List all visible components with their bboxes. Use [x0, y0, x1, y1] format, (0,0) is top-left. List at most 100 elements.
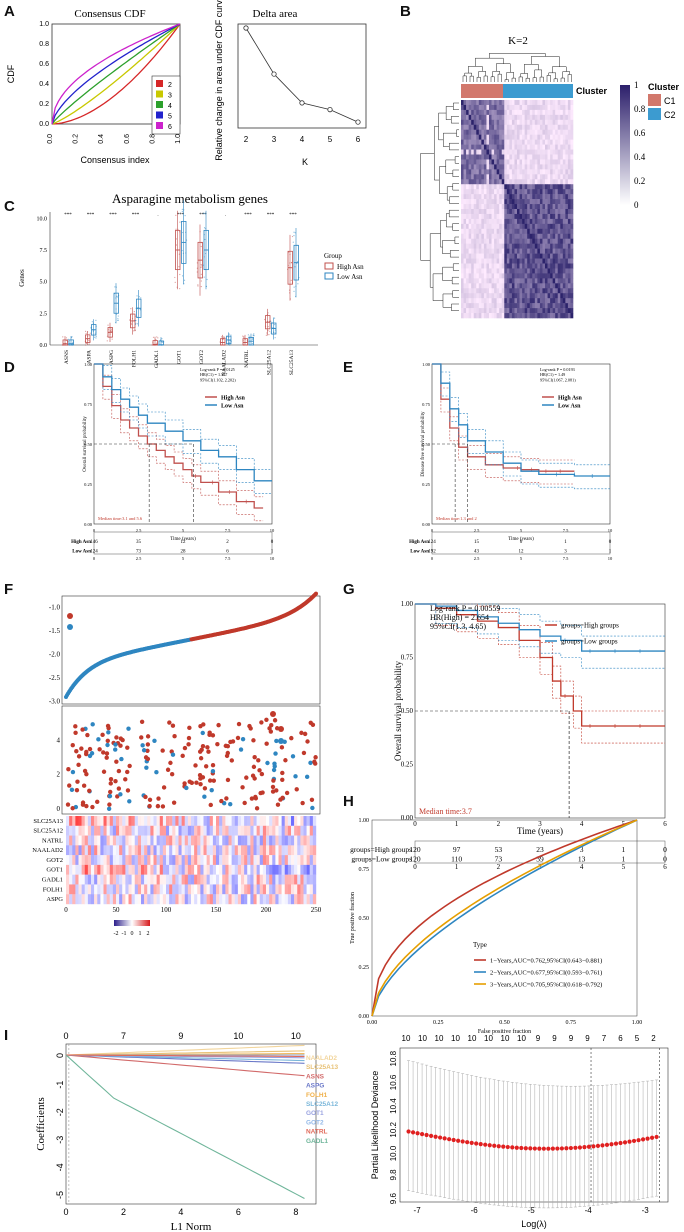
km-xtick: 0 — [413, 820, 417, 828]
time-ytick: 0 — [57, 805, 61, 813]
roc-ytick: 1.00 — [359, 818, 370, 824]
cdf-legend-swatch — [156, 111, 163, 119]
cv-xtick: -7 — [414, 1206, 422, 1215]
box-ytick: 5.0 — [40, 280, 48, 286]
box-ytick: 10.0 — [37, 216, 48, 222]
cv-point — [564, 1146, 569, 1151]
risk-count: 97 — [453, 845, 461, 854]
km-ytick: 0.00 — [84, 522, 93, 527]
asparagine-boxplot: Asparagine metabolism genes 0.0 2.5 5.0 7.5… — [18, 191, 364, 376]
cdf-xtick: 0.0 — [47, 134, 54, 144]
km-xlabel: Time (years) — [170, 537, 196, 542]
cv-point — [460, 1139, 465, 1144]
zscore-tick: 1 — [139, 931, 142, 937]
colorbar-tick: 1 — [634, 80, 639, 90]
cv-top-tick: 10 — [501, 1034, 510, 1043]
lasso-xtick: 6 — [236, 1207, 241, 1217]
cluster-bar-label: Cluster — [576, 86, 608, 96]
heat-xtick: 100 — [161, 906, 172, 914]
cv-point — [451, 1137, 456, 1143]
cv-point — [505, 1144, 510, 1150]
roc-xlabel: False positive fraction — [478, 1028, 531, 1035]
cdf-legend-label: 5 — [168, 114, 172, 121]
cdf-curve-k4 — [51, 23, 181, 125]
cdf-ytick: 0.8 — [39, 41, 49, 48]
legend-dot-high-risk — [67, 613, 73, 619]
risk-count: 12 — [519, 549, 525, 554]
cv-point — [555, 1146, 560, 1151]
cdf-legend-swatch — [156, 122, 163, 129]
lasso-top-tick: 10 — [291, 1031, 301, 1041]
heat-xtick: 200 — [261, 906, 272, 914]
cv-point — [419, 1132, 425, 1137]
heat-gene-label: SLC25A13 — [33, 818, 63, 825]
cv-ytick: 10.2 — [389, 1121, 398, 1137]
risk-ytick: -2.5 — [49, 674, 61, 682]
cdf-legend-label: 3 — [168, 93, 172, 100]
cv-ytick: 9.8 — [389, 1169, 398, 1181]
box-high — [152, 340, 158, 346]
risk-row-label: groups=Low groups — [351, 854, 412, 863]
risk-count: 120 — [409, 854, 421, 863]
cv-top-tick: 10 — [435, 1034, 444, 1043]
lasso-ytick: -5 — [55, 1191, 65, 1199]
legend-swatch-c2 — [648, 108, 661, 120]
heat-gene-label: GADL1 — [42, 877, 63, 884]
delta-area-ylabel: Relative change in area under CDF curve — [214, 0, 224, 161]
km-xtick: 7.5 — [225, 528, 231, 533]
cv-top-tick: 10 — [468, 1034, 477, 1043]
cdf-legend-label: 4 — [168, 103, 172, 110]
roc-xtick: 0.50 — [499, 1020, 510, 1026]
time-roc-chart: 0.00 0.25 0.50 0.75 1.00 0.00 0.25 0.50 0.75 1.00… — [349, 818, 642, 1035]
consensus-cdf-frame — [51, 23, 181, 125]
risk-xtick: 6 — [663, 863, 667, 871]
cv-point — [438, 1135, 443, 1140]
box-category: GOT2 — [199, 350, 205, 364]
cv-point — [442, 1136, 447, 1141]
risk-count: 6 — [520, 540, 523, 545]
cdf-ytick: 0.4 — [39, 81, 49, 88]
roc-xtick: 0.25 — [433, 1020, 444, 1026]
km-ytick: 0.25 — [401, 761, 414, 769]
km-xtick: 1 — [455, 820, 459, 828]
cv-ytick: 9.6 — [389, 1193, 398, 1205]
risk-xtick: 7.5 — [225, 556, 231, 561]
lasso-gene-label: FOLH1 — [306, 1092, 328, 1099]
cv-point — [622, 1140, 628, 1145]
heat-xtick: 50 — [113, 906, 121, 914]
panel-label-e: E — [343, 359, 353, 376]
risk-xtick: 2.5 — [474, 556, 480, 561]
km-xtick: 2.5 — [474, 528, 480, 533]
delta-area-point — [355, 119, 361, 125]
cv-point — [487, 1143, 492, 1148]
cdf-ytick: 0.2 — [39, 101, 49, 108]
roc-curve-3 — [371, 819, 638, 1017]
lasso-ytick: -4 — [55, 1163, 65, 1171]
km-ytick: 0.25 — [84, 482, 93, 487]
roc-ytick: 0.75 — [359, 867, 370, 873]
risk-row-label: Low Asn — [410, 549, 429, 554]
delta-area-title: Delta area — [253, 8, 298, 20]
roc-xtick: 0.75 — [566, 1020, 577, 1026]
consensus-cdf-xlabel: Consensus index — [80, 155, 150, 165]
lasso-cv-deviance: 10 10 10 10 10 10 10 10 9 9 9 9 7 6 5 2 -7 -6 -5 -4 -3 9.6 9.8… — [370, 1034, 669, 1229]
delta-xtick: 4 — [300, 135, 305, 144]
risk-count: 1 — [564, 540, 567, 545]
cv-top-tick: 10 — [418, 1034, 427, 1043]
cv-point — [474, 1141, 479, 1146]
cv-ytick: 10.8 — [389, 1050, 398, 1066]
cdf-xtick: 0.8 — [149, 134, 156, 144]
cdf-curve-k3 — [51, 23, 181, 125]
risk-count: 53 — [495, 845, 503, 854]
cv-ytick: 10.6 — [389, 1074, 398, 1090]
km-ytick: 1.00 — [84, 362, 93, 367]
cv-point — [541, 1146, 546, 1151]
cv-point — [478, 1142, 483, 1147]
cv-top-tick: 2 — [651, 1034, 656, 1043]
cv-point — [519, 1145, 524, 1151]
km-median-time: Median time:3.1 and 5.6 — [98, 516, 143, 521]
km-xtick: 3 — [538, 820, 542, 828]
zscore-colorbar — [114, 920, 150, 926]
